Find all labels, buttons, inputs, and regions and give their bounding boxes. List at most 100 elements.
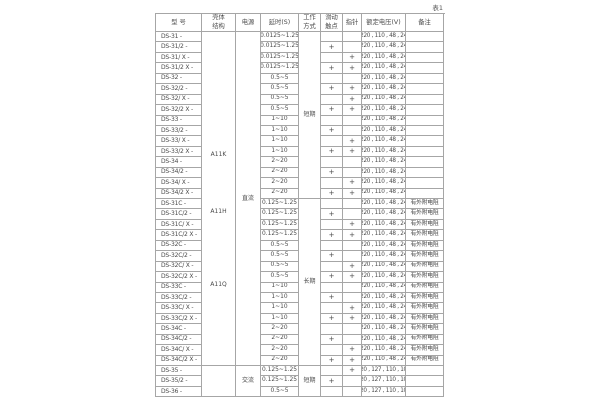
rated-voltage-cell: 220 , 110 , 48 , 24 [362,63,406,74]
rated-voltage-cell: 220 , 110 , 48 , 24 [362,73,406,85]
pointer-mark-cell [343,251,362,262]
delay-cell: 2~20 [261,178,299,189]
case-structure-ac-cell [202,366,236,398]
remark-cell [406,376,444,387]
delay-cell: 0.5~5 [261,84,299,95]
delay-cell: 2~20 [261,167,299,179]
model-cell: DS-31C/ X - [156,219,202,231]
rated-voltage-cell: 220 , 110 , 48 , 24 [362,115,406,126]
model-cell: DS-33C - [156,282,202,293]
delay-cell: 0.0125~1.25 [261,52,299,64]
case-structure-dc-cell: A11K A11H A11Q [202,32,236,366]
remark-cell: 有外附电阻 [406,209,444,220]
model-cell: DS-35 - [156,366,202,377]
sliding-contact-mark-cell [321,240,343,252]
rated-voltage-cell: 220 , 110 , 48 , 24 [362,94,406,106]
pointer-mark-cell: + [343,188,362,199]
work-mode-dc-c-cell: 长期 [299,199,321,366]
pointer-mark-cell: + [343,178,362,189]
spec-table: 型 号 壳体 结构 电源 延时(S) 工作 方式 滑动 触点 指针 额定电压(V… [155,13,445,398]
remark-cell: 有外附电阻 [406,355,444,366]
pointer-mark-cell: + [343,355,362,366]
model-cell: DS-35/2 - [156,376,202,387]
sliding-contact-mark-cell [321,261,343,273]
remark-cell: 有外附电阻 [406,303,444,314]
delay-cell: 0.0125~1.25 [261,42,299,53]
header-sliding-contact: 滑动 触点 [321,14,343,32]
rated-voltage-cell: 220 , 110 , 48 , 24 [362,303,406,314]
rated-voltage-cell: 220 , 110 , 48 , 24 [362,219,406,231]
table-number-label: 表1 [432,4,443,12]
remark-cell [406,188,444,199]
model-cell: DS-36 - [156,386,202,398]
pointer-mark-cell: + [343,366,362,377]
model-cell: DS-31/2 X - [156,63,202,74]
header-case-structure: 壳体 结构 [202,14,236,32]
rated-voltage-cell: 220 , 110 , 48 , 24 [362,230,406,241]
model-cell: DS-31C - [156,199,202,210]
sliding-contact-mark-cell [321,199,343,210]
remark-cell [406,178,444,189]
rated-voltage-cell: 220 , 110 , 48 , 24 [362,345,406,356]
delay-cell: 0.5~5 [261,272,299,283]
rated-voltage-cell: 220 , 110 , 48 , 24 [362,199,406,210]
remark-cell [406,146,444,158]
pointer-mark-cell: + [343,52,362,64]
delay-cell: 1~10 [261,115,299,126]
remark-cell [406,136,444,147]
delay-cell: 1~10 [261,282,299,293]
remark-cell: 有外附电阻 [406,313,444,325]
model-cell: DS-33/2 - [156,125,202,137]
remark-cell [406,167,444,179]
pointer-mark-cell: + [343,84,362,95]
model-cell: DS-31 - [156,32,202,43]
pointer-mark-cell: + [343,146,362,158]
work-mode-dc-plain-cell: 短期 [299,32,321,199]
delay-cell: 1~10 [261,125,299,137]
sliding-contact-mark-cell [321,94,343,106]
delay-cell: 0.5~5 [261,240,299,252]
pointer-mark-cell: + [343,219,362,231]
model-cell: DS-34 - [156,157,202,168]
remark-cell [406,115,444,126]
pointer-mark-cell [343,115,362,126]
header-delay-label: 延时(S) [268,18,291,26]
model-cell: DS-33C/2 X - [156,313,202,325]
model-cell: DS-32C/2 - [156,251,202,262]
model-cell: DS-32C - [156,240,202,252]
pointer-mark-cell [343,386,362,398]
sliding-contact-mark-cell: + [321,334,343,346]
sliding-contact-mark-cell: + [321,84,343,95]
model-cell: DS-33/2 X - [156,146,202,158]
rated-voltage-cell: 220 , 110 , 48 , 24 [362,105,406,116]
remark-cell [406,73,444,85]
remark-cell: 有外附电阻 [406,230,444,241]
remark-cell [406,386,444,398]
pointer-mark-cell [343,157,362,168]
rated-voltage-cell: 220 , 110 , 48 , 24 [362,209,406,220]
pointer-mark-cell [343,334,362,346]
rated-voltage-cell: 220 , 110 , 48 , 24 [362,136,406,147]
rated-voltage-cell: 220 , 110 , 48 , 24 [362,334,406,346]
remark-cell: 有外附电阻 [406,282,444,293]
delay-cell: 2~20 [261,334,299,346]
pointer-mark-cell [343,292,362,304]
model-cell: DS-31/ X - [156,52,202,64]
delay-cell: 1~10 [261,136,299,147]
rated-voltage-cell: 220 , 110 , 48 , 24 [362,84,406,95]
delay-cell: 0.5~5 [261,261,299,273]
pointer-mark-cell [343,199,362,210]
rated-voltage-cell: 220 , 110 , 48 , 24 [362,52,406,64]
remark-cell: 有外附电阻 [406,199,444,210]
pointer-mark-cell [343,73,362,85]
model-cell: DS-31/2 - [156,42,202,53]
header-remark: 备注 [406,14,444,32]
model-cell: DS-32C/ X - [156,261,202,273]
remark-cell [406,157,444,168]
delay-cell: 2~20 [261,324,299,335]
sliding-contact-mark-cell [321,73,343,85]
rated-voltage-cell: 220 , 110 , 48 , 24 [362,261,406,273]
delay-cell: 2~20 [261,157,299,168]
remark-cell: 有外附电阻 [406,261,444,273]
